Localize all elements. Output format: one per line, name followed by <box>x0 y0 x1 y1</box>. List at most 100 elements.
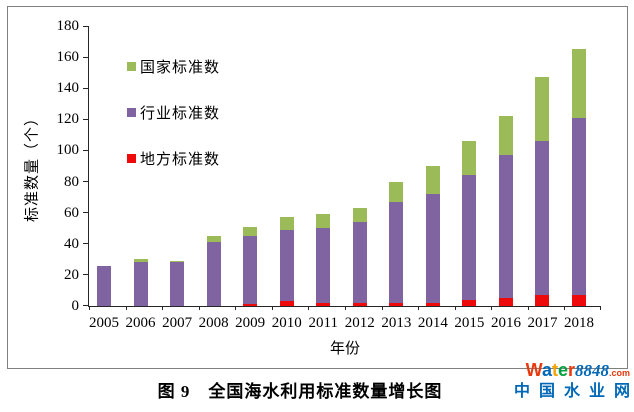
x-tick-label: 2011 <box>308 315 338 331</box>
bar-segment-国家标准数-2009 <box>243 226 258 236</box>
x-tick-label: 2014 <box>417 315 448 331</box>
x-tick-label: 2018 <box>564 315 595 331</box>
x-tick <box>455 306 456 310</box>
y-tick <box>83 181 88 183</box>
legend: 国家标准数 行业标准数 地方标准数 <box>127 59 220 197</box>
y-tick-label: 60 <box>64 204 79 221</box>
x-axis-title: 年份 <box>329 341 361 357</box>
x-tick-label: 2017 <box>527 315 558 331</box>
x-tick-label: 2010 <box>271 315 302 331</box>
x-tick <box>418 306 419 310</box>
watermark-letter: a <box>541 360 552 380</box>
bar-segment-行业标准数-2011 <box>316 228 331 303</box>
y-tick <box>83 25 88 27</box>
bar-segment-地方标准数-2018 <box>572 295 587 306</box>
y-tick-label: 80 <box>64 173 79 190</box>
x-tick-label: 2005 <box>89 315 119 331</box>
y-tick <box>83 243 88 245</box>
bar-segment-地方标准数-2009 <box>243 304 258 306</box>
y-tick <box>83 149 88 151</box>
bar-segment-行业标准数-2009 <box>243 236 258 305</box>
y-axis-title: 标准数量（个） <box>24 109 41 223</box>
watermark-letter: r <box>567 360 575 380</box>
bar-segment-地方标准数-2014 <box>425 302 440 306</box>
chart-container: 0 20 40 60 80 100 120 140 160 180 2005 2006 2007 200… <box>7 6 628 369</box>
bar-segment-行业标准数-2018 <box>572 117 587 296</box>
bar-segment-国家标准数-2015 <box>462 141 477 176</box>
bar-segment-国家标准数-2016 <box>498 116 513 156</box>
bar-segment-国家标准数-2017 <box>535 77 550 142</box>
legend-swatch-icon <box>127 154 136 163</box>
y-tick <box>83 118 88 120</box>
y-tick-label: 100 <box>56 142 80 159</box>
legend-item-地方标准数: 地方标准数 <box>127 151 220 168</box>
bar-segment-国家标准数-2007 <box>170 260 185 263</box>
watermark-8848-text: 8848 <box>574 361 609 380</box>
watermark-com-text: .com <box>608 368 630 378</box>
bar-segment-行业标准数-2005 <box>97 265 111 306</box>
x-tick-label: 2015 <box>454 315 485 331</box>
x-tick <box>308 306 309 310</box>
y-tick <box>83 87 88 89</box>
x-tick <box>272 306 273 310</box>
bar-segment-地方标准数-2017 <box>535 295 550 306</box>
bar-segment-地方标准数-2016 <box>498 298 513 306</box>
x-tick <box>89 306 90 310</box>
bar-segment-国家标准数-2013 <box>389 181 404 202</box>
y-tick-label: 160 <box>56 49 80 66</box>
x-tick-label: 2006 <box>125 315 156 331</box>
legend-item-行业标准数: 行业标准数 <box>127 105 220 122</box>
bar-segment-国家标准数-2018 <box>572 49 587 118</box>
watermark-letter: e <box>557 360 568 380</box>
x-tick <box>162 306 163 310</box>
bar-segment-国家标准数-2008 <box>206 236 221 243</box>
x-tick <box>491 306 492 310</box>
bar-segment-国家标准数-2012 <box>352 208 367 222</box>
bar-segment-行业标准数-2010 <box>279 229 294 302</box>
y-tick <box>83 56 88 58</box>
plot-area: 0 20 40 60 80 100 120 140 160 180 2005 2006 2007 200… <box>25 18 601 357</box>
x-tick <box>345 306 346 310</box>
bar-segment-国家标准数-2011 <box>316 214 331 229</box>
y-tick-label: 140 <box>56 80 80 97</box>
x-tick-label: 2008 <box>198 315 229 331</box>
watermark: Water8848.com 中国水业网 <box>514 361 630 400</box>
x-tick <box>564 306 565 310</box>
x-tick-label: 2012 <box>344 315 375 331</box>
bar-segment-地方标准数-2013 <box>389 302 404 306</box>
x-tick-label: 2016 <box>490 315 521 331</box>
watermark-logo: Water8848.com <box>514 361 630 380</box>
x-tick <box>199 306 200 310</box>
x-tick <box>528 306 529 310</box>
bar-segment-行业标准数-2012 <box>352 222 367 303</box>
bar-segment-行业标准数-2017 <box>535 141 550 296</box>
bar-segment-行业标准数-2013 <box>389 201 404 303</box>
x-tick <box>126 306 127 310</box>
bar-segment-国家标准数-2010 <box>279 217 294 230</box>
bar-segment-国家标准数-2014 <box>425 166 440 194</box>
y-tick-label: 0 <box>71 298 80 314</box>
y-tick-label: 180 <box>56 18 80 34</box>
bar-segment-地方标准数-2010 <box>279 301 294 306</box>
x-tick <box>382 306 383 310</box>
bar-segment-行业标准数-2008 <box>206 242 221 306</box>
y-tick-label: 20 <box>64 266 79 283</box>
bar-segment-地方标准数-2015 <box>462 299 477 306</box>
figure-caption: 图 9 全国海水利用标准数量增长图 <box>157 382 443 401</box>
bar-segment-行业标准数-2015 <box>462 175 477 300</box>
x-tick-label: 2009 <box>235 315 266 331</box>
bar-segment-地方标准数-2011 <box>316 302 331 306</box>
bar-segment-行业标准数-2014 <box>425 194 440 303</box>
bar-segment-行业标准数-2006 <box>133 262 148 306</box>
watermark-letter: t <box>551 360 558 380</box>
bar-segment-行业标准数-2007 <box>170 262 185 306</box>
y-tick <box>83 305 88 306</box>
bar-segment-行业标准数-2016 <box>498 155 513 299</box>
bar-segment-地方标准数-2012 <box>352 302 367 306</box>
watermark-water-text: Water <box>526 360 575 380</box>
bar-segment-国家标准数-2006 <box>133 259 148 263</box>
x-tick-label: 2007 <box>162 315 193 331</box>
x-tick <box>600 306 601 310</box>
x-tick-label: 2013 <box>381 315 412 331</box>
